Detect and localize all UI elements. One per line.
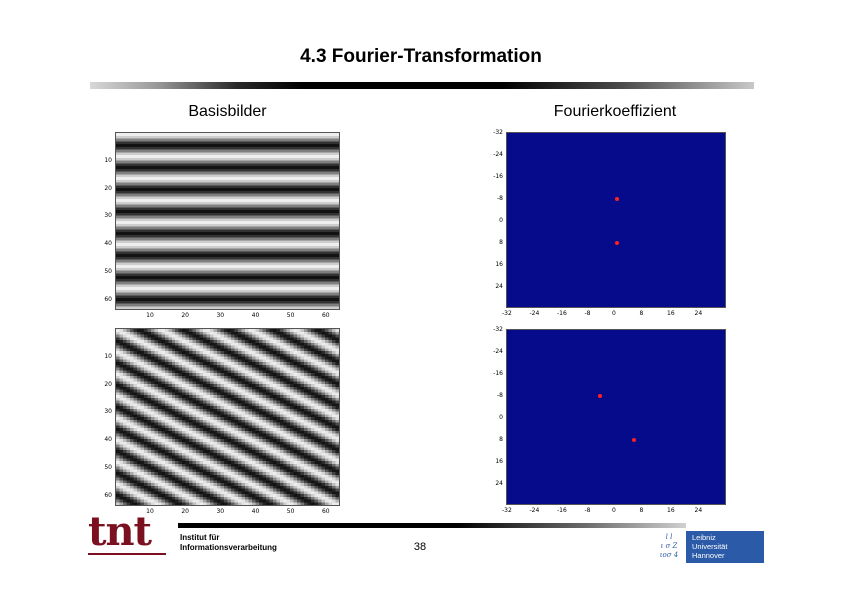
slide-title: 4.3 Fourier-Transformation <box>300 46 542 67</box>
y-tick-label: -16 <box>493 173 503 180</box>
x-tick-label: -16 <box>557 507 567 514</box>
x-tick-label: -32 <box>502 507 512 514</box>
x-tick-label: 60 <box>321 312 330 319</box>
y-tick-label: 50 <box>104 464 112 472</box>
x-tick-label: 0 <box>612 507 616 514</box>
fourier-peak <box>597 394 602 398</box>
x-tick-label: 10 <box>146 508 154 515</box>
fourier-peak <box>632 438 637 442</box>
x-tick-label: 8 <box>639 507 644 514</box>
y-tick-label: -8 <box>497 195 503 202</box>
x-tick-label: 16 <box>667 507 675 514</box>
y-tick-label: 50 <box>104 268 112 276</box>
x-tick-label: -24 <box>529 507 540 514</box>
y-tick-label: 10 <box>104 156 112 164</box>
basis2-pixels <box>116 329 339 505</box>
y-tick-label: 0 <box>499 414 503 421</box>
x-tick-label: 20 <box>181 312 189 319</box>
luh-mark-line: ι σ Z <box>660 542 678 550</box>
fourier-coefficient-heading: Fourierkoeffizient <box>553 103 677 120</box>
y-tick-label: 0 <box>499 217 503 224</box>
fourier-peak <box>615 241 619 245</box>
basis-images-heading: Basisbilder <box>188 103 267 120</box>
y-tick-label: 60 <box>104 491 112 499</box>
y-tick-label: 40 <box>104 436 112 444</box>
x-tick-label: 50 <box>286 312 295 319</box>
x-tick-label: 60 <box>321 508 330 515</box>
x-tick-label: -8 <box>584 310 591 317</box>
tnt-logo-underline <box>88 553 166 555</box>
basis1-pixels <box>116 133 339 309</box>
y-tick-label: 30 <box>104 408 112 416</box>
x-tick-label: -8 <box>584 507 591 514</box>
footer-divider <box>178 523 686 528</box>
y-tick-label: 16 <box>495 261 503 268</box>
y-tick-label: 40 <box>104 240 112 248</box>
y-tick-label: -24 <box>493 348 503 355</box>
x-tick-label: 50 <box>286 508 295 515</box>
x-tick-label: -24 <box>529 310 540 317</box>
x-tick-label: 16 <box>667 310 675 317</box>
luh-name-line: Hannover <box>692 551 725 560</box>
y-tick-label: -16 <box>493 370 503 377</box>
x-tick-label: -16 <box>557 310 567 317</box>
x-tick-label: 0 <box>612 310 616 317</box>
y-tick-label: 24 <box>495 480 503 487</box>
y-tick-label: 20 <box>104 184 112 192</box>
y-tick-label: 24 <box>495 283 503 290</box>
page-number: 38 <box>413 541 427 553</box>
x-tick-label: 20 <box>181 508 189 515</box>
y-tick-label: 8 <box>499 239 503 246</box>
fourier-peak <box>615 197 619 201</box>
x-tick-label: 40 <box>251 508 260 515</box>
y-tick-label: 16 <box>495 458 503 465</box>
luh-mark-line: ιoσ 4 <box>659 551 679 559</box>
y-tick-label: -32 <box>493 326 503 333</box>
tnt-logo: tnt <box>88 508 152 555</box>
institute-name-line1: Institut für <box>180 533 220 542</box>
luh-logo: l l ι σ Z ιoσ 4 Leibniz Universität Hann… <box>652 531 764 563</box>
y-tick-label: -8 <box>497 392 503 399</box>
title-divider <box>90 82 754 89</box>
basis-image-diagonal-stripes <box>115 328 340 506</box>
basis-image-horizontal-stripes <box>115 132 340 310</box>
fourier-spectrum-1 <box>506 132 726 308</box>
y-tick-label: -32 <box>493 129 503 136</box>
luh-mark-line: l l <box>665 533 673 541</box>
y-tick-label: 20 <box>104 380 112 388</box>
y-tick-label: 60 <box>104 295 112 303</box>
y-tick-label: 10 <box>104 352 112 360</box>
y-tick-label: 8 <box>499 436 503 443</box>
x-tick-label: 10 <box>146 312 154 319</box>
x-tick-label: 24 <box>694 310 703 317</box>
y-tick-label: -24 <box>493 151 503 158</box>
y-tick-label: 30 <box>104 212 112 220</box>
x-tick-label: 8 <box>639 310 644 317</box>
luh-logo-mark: l l ι σ Z ιoσ 4 <box>652 531 686 563</box>
x-tick-label: 30 <box>216 312 225 319</box>
luh-name-line: Universität <box>692 542 728 551</box>
x-tick-label: 40 <box>251 312 260 319</box>
fourier-spectrum-2 <box>506 329 726 505</box>
x-tick-label: 30 <box>216 508 225 515</box>
x-tick-label: -32 <box>502 310 512 317</box>
luh-name-line: Leibniz <box>692 533 716 542</box>
luh-logo-text: Leibniz Universität Hannover <box>692 533 727 560</box>
x-tick-label: 24 <box>694 507 703 514</box>
institute-name-line2: Informationsverarbeitung <box>180 543 277 552</box>
